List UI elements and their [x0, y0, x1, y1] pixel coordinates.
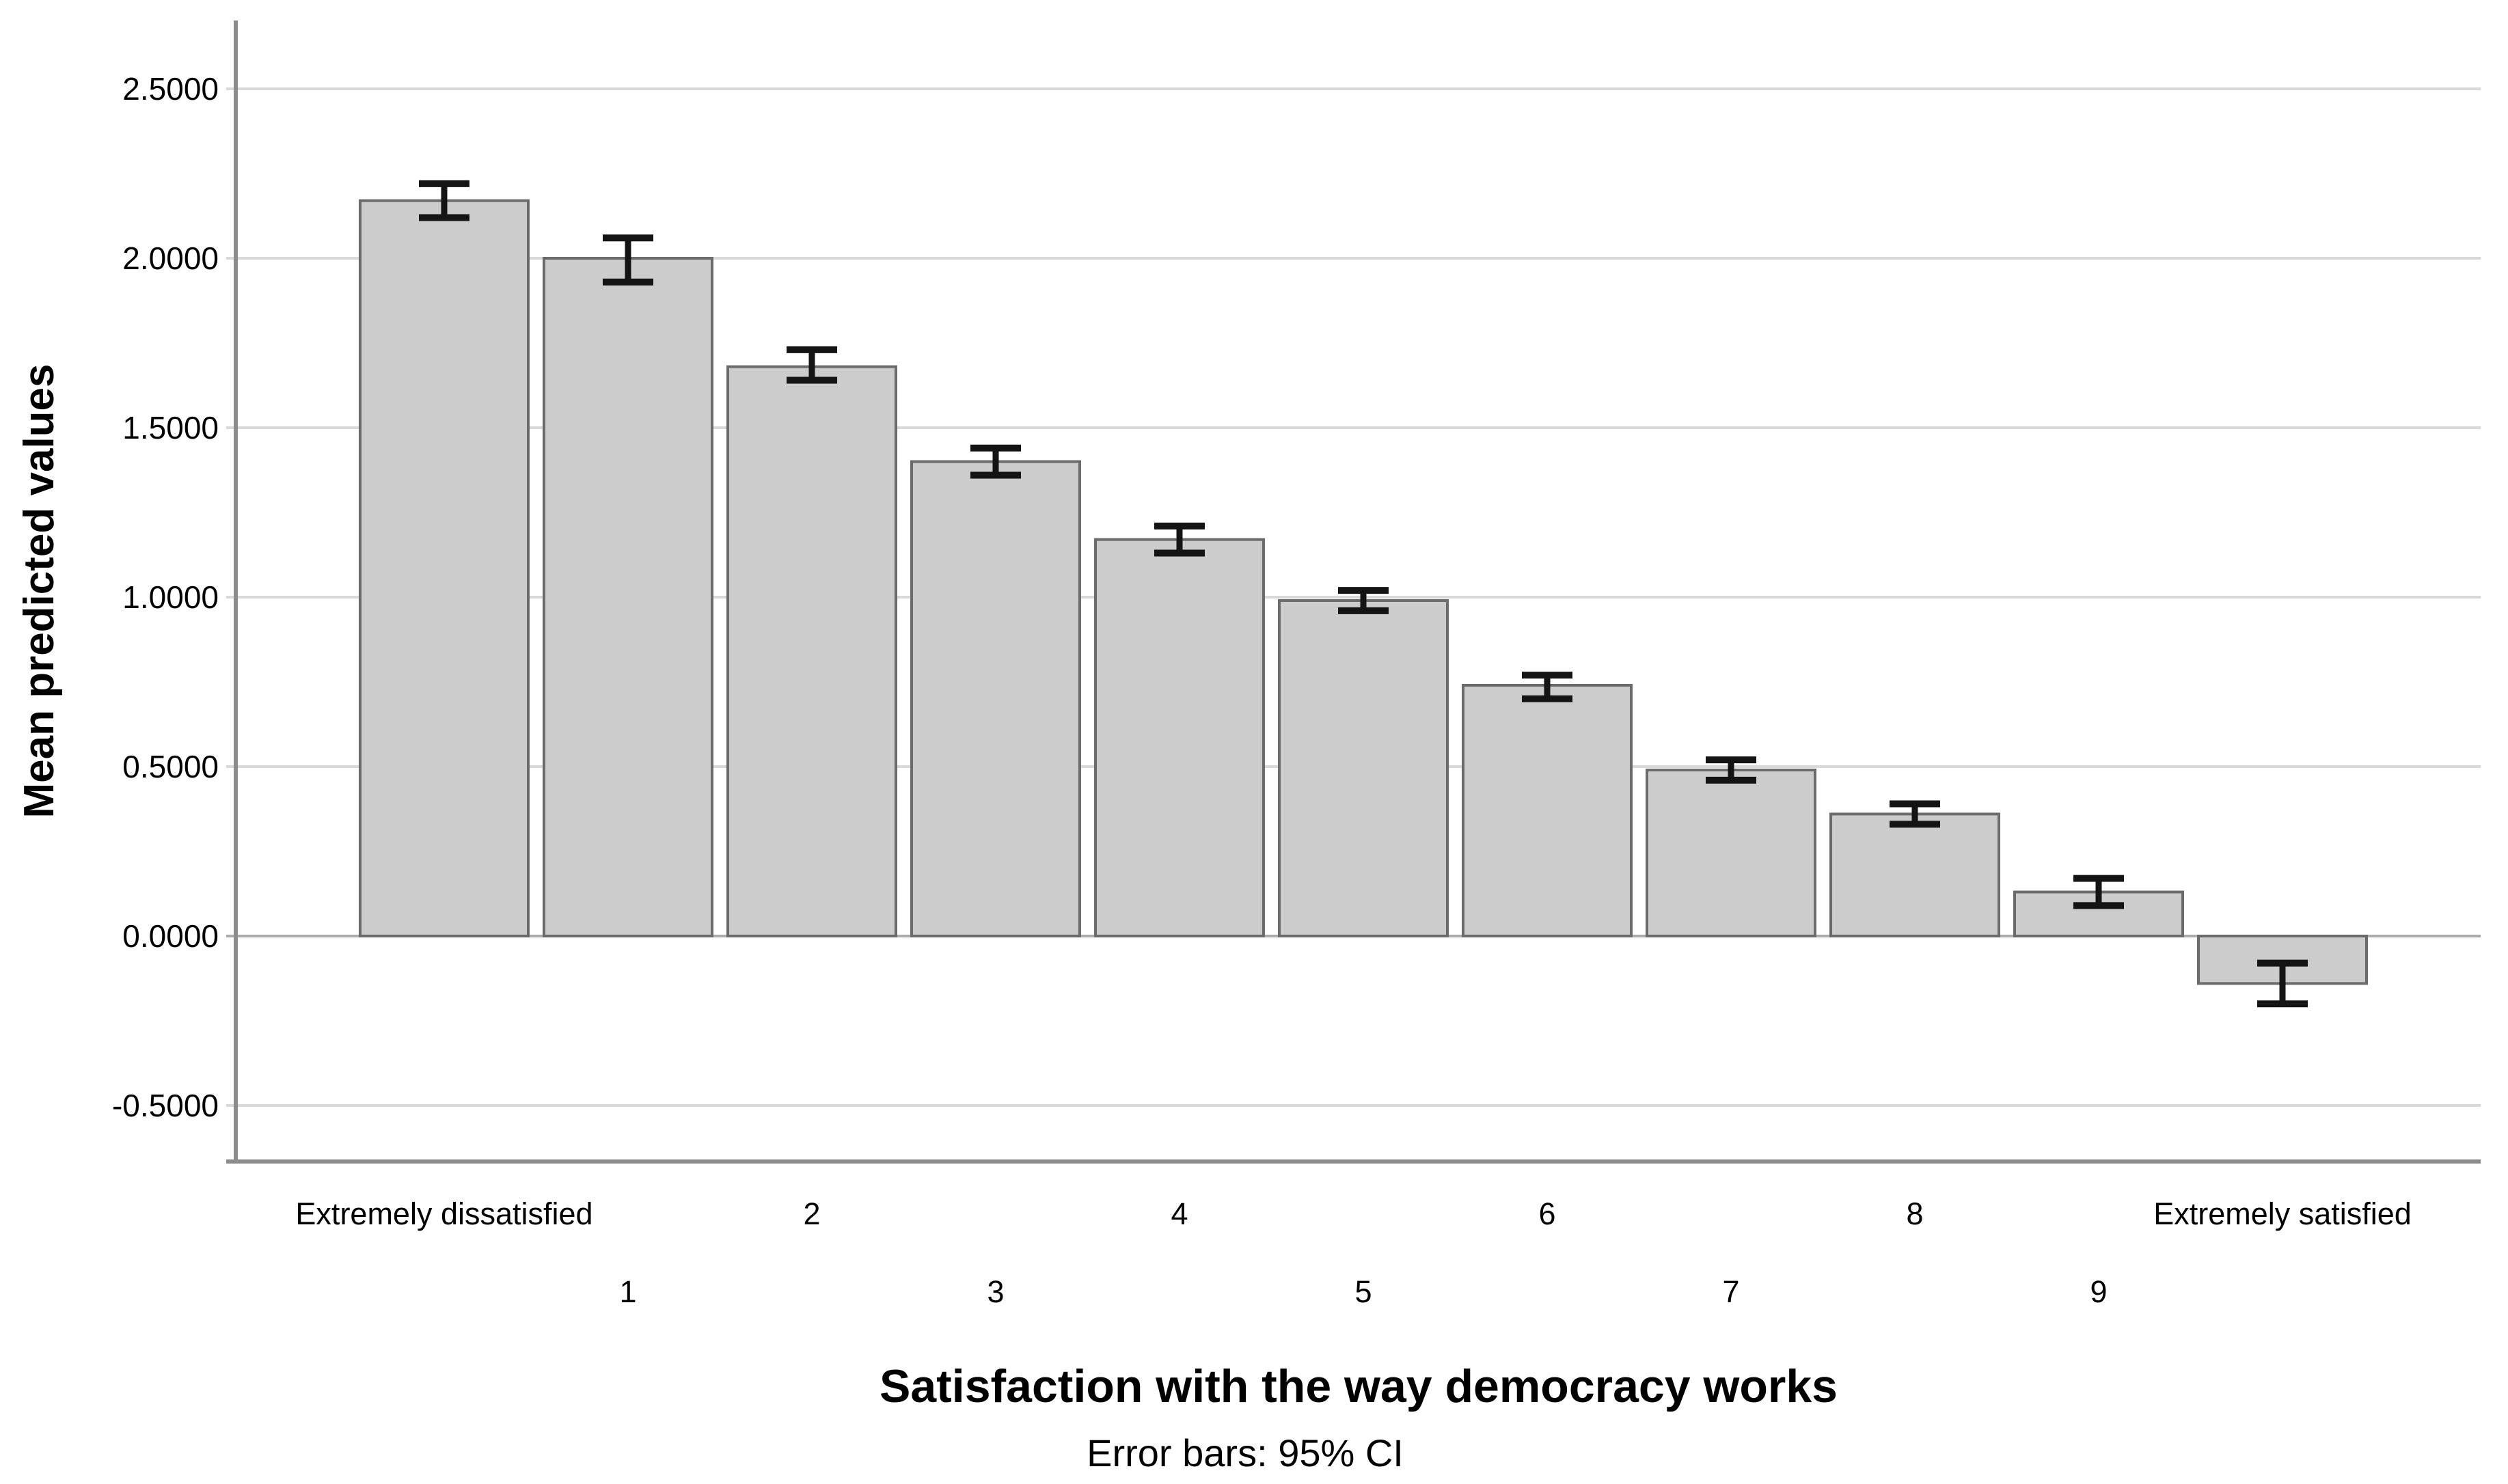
error-bar	[2257, 959, 2308, 1008]
y-tick-label: 1.5000	[122, 410, 219, 445]
bars-layer	[359, 199, 2368, 985]
y-tick-labels-layer: 2.5000 2.0000 1.5000 1.0000 0.5000 0.0000 -0.5…	[112, 71, 219, 1123]
y-tick-label: -0.5000	[112, 1088, 219, 1123]
bar	[1278, 599, 1449, 938]
y-tick-label: 0.5000	[122, 749, 219, 784]
y-tick-label: 2.5000	[122, 71, 219, 107]
x-category-label: 1	[619, 1274, 636, 1309]
x-category-label: 5	[1354, 1274, 1372, 1309]
x-category-label: 7	[1722, 1274, 1739, 1309]
error-bar	[419, 180, 469, 221]
bar	[1094, 538, 1265, 937]
bar	[359, 199, 530, 937]
y-axis-title: Mean predicted values	[16, 363, 63, 818]
y-tick-label: 0.0000	[122, 918, 219, 954]
x-category-label: Extremely dissatisfied	[295, 1196, 592, 1231]
x-category-label: 9	[2090, 1274, 2107, 1309]
x-category-label: 4	[1171, 1196, 1188, 1231]
x-category-label: 3	[987, 1274, 1004, 1309]
bar	[1462, 683, 1633, 938]
error-bar	[970, 444, 1021, 479]
error-bar	[1706, 756, 1756, 784]
y-tick-label: 1.0000	[122, 579, 219, 615]
bar	[1646, 768, 1816, 937]
x-axis-title: Satisfaction with the way democracy work…	[880, 1360, 1838, 1412]
bar	[726, 365, 897, 937]
error-bars-layer	[419, 180, 2308, 1008]
x-category-labels-layer: Extremely dissatisfied 1 2 3 4 5 6 7 8 9 Extremely…	[295, 1196, 2411, 1309]
x-category-label: 6	[1538, 1196, 1555, 1231]
y-tick-label: 2.0000	[122, 241, 219, 276]
error-bar	[1154, 522, 1205, 557]
bar	[543, 257, 713, 937]
error-bar	[1890, 800, 1940, 828]
error-bar	[1338, 587, 1389, 614]
x-category-label: 2	[803, 1196, 820, 1231]
error-bar	[2073, 875, 2124, 909]
error-bar	[787, 346, 837, 384]
x-category-label: Extremely satisfied	[2153, 1196, 2412, 1231]
bar	[1829, 812, 2000, 937]
error-bar	[603, 234, 653, 286]
axes-layer	[226, 20, 2481, 1164]
error-bar	[1522, 672, 1572, 702]
bar	[910, 460, 1081, 937]
x-category-label: 8	[1906, 1196, 1923, 1231]
error-bars-caption: Error bars: 95% CI	[1087, 1431, 1404, 1474]
